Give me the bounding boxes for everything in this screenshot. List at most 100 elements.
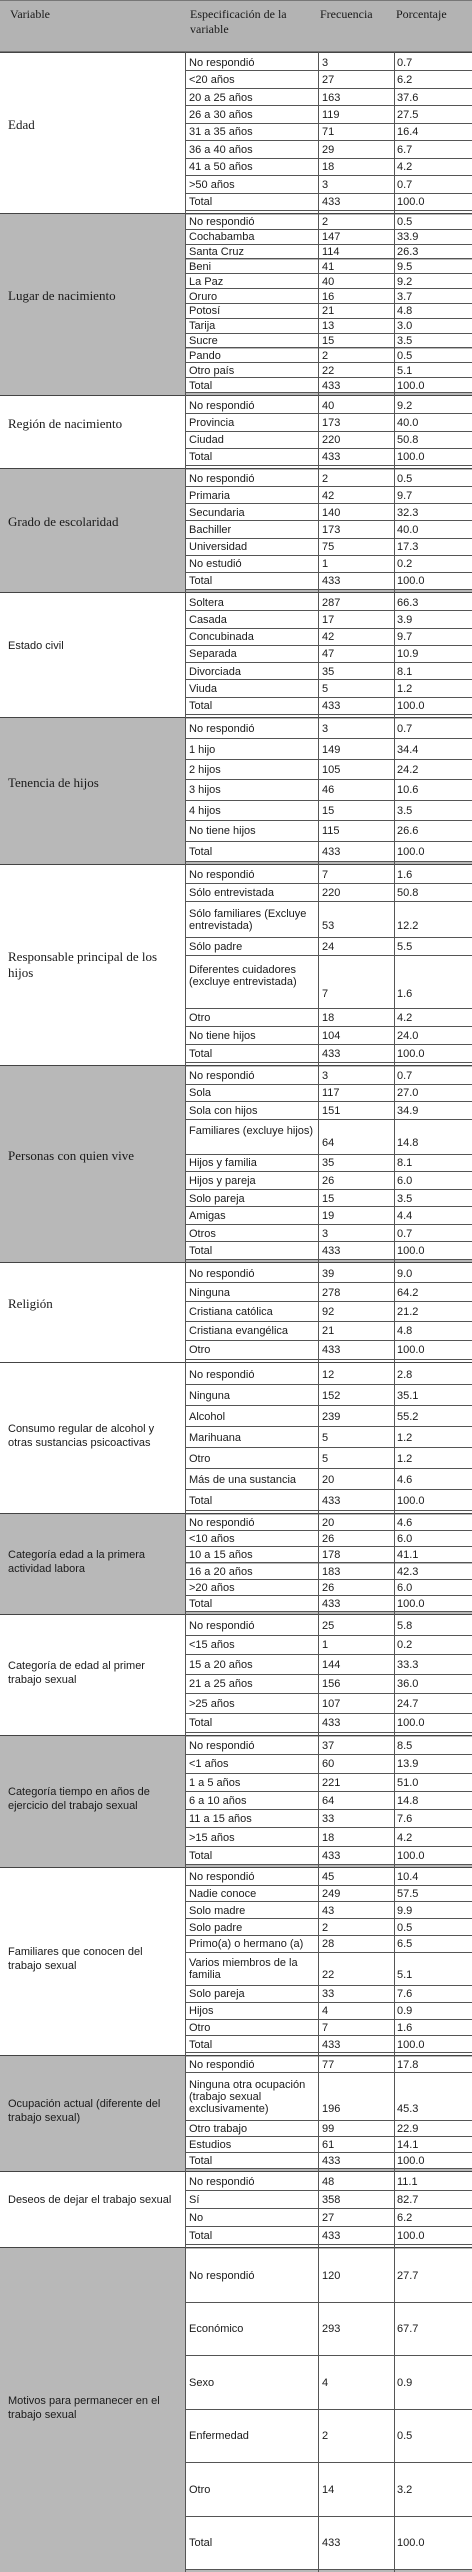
column-rule bbox=[185, 2247, 186, 2572]
cell-especificacion: Provincia bbox=[189, 416, 235, 429]
cell-especificacion: Total bbox=[189, 1245, 213, 1258]
column-rule bbox=[318, 1065, 319, 1262]
column-rule bbox=[394, 52, 395, 213]
cell-especificacion: Estudios bbox=[189, 2139, 232, 2151]
cell-frecuencia: 18 bbox=[322, 161, 335, 174]
cell-porcentaje: 10.9 bbox=[397, 648, 419, 661]
table-row: No respondió 48 11.1 bbox=[185, 2173, 472, 2191]
table-row: Total 433 100.0 bbox=[185, 1846, 472, 1865]
cell-especificacion: Tarija bbox=[189, 320, 216, 333]
variable-group: Familiares que conocen del trabajo sexua… bbox=[0, 1867, 472, 2055]
cell-porcentaje: 17.8 bbox=[397, 2059, 419, 2071]
table-row: 3 hijos 46 10.6 bbox=[185, 780, 472, 801]
table-row: Separada 47 10.9 bbox=[185, 645, 472, 664]
table-row: >20 años 26 6.0 bbox=[185, 1579, 472, 1596]
cell-frecuencia: 33 bbox=[322, 1813, 335, 1826]
cell-porcentaje: 100.0 bbox=[397, 1717, 425, 1730]
cell-especificacion: Total bbox=[189, 1597, 213, 1610]
cell-porcentaje: 8.1 bbox=[397, 1157, 413, 1170]
variable-label: Religión bbox=[8, 1296, 53, 1311]
table-row: Solo pareja 33 7.6 bbox=[185, 1986, 472, 2003]
group-divider bbox=[0, 2055, 472, 2056]
cell-frecuencia: 15 bbox=[322, 335, 335, 348]
table-row: Oruro 16 3.7 bbox=[185, 289, 472, 304]
cell-frecuencia: 433 bbox=[322, 1597, 341, 1610]
cell-especificacion: Separada bbox=[189, 648, 237, 661]
cell-especificacion: Otro bbox=[189, 2483, 211, 2496]
cell-frecuencia: 35 bbox=[322, 1157, 335, 1170]
variable-group: Motivos para permanecer en el trabajo se… bbox=[0, 2247, 472, 2572]
column-rule bbox=[318, 1262, 319, 1362]
cell-especificacion: Familiares (excluye hijos) bbox=[189, 1125, 314, 1138]
cell-porcentaje: 0.9 bbox=[397, 2005, 413, 2018]
table-header: Variable Especificación de la variable F… bbox=[0, 0, 472, 52]
cell-especificacion: Nadie conoce bbox=[189, 1888, 257, 1901]
table-row: Alcohol 239 55.2 bbox=[185, 1406, 472, 1427]
cell-especificacion: 36 a 40 años bbox=[189, 143, 253, 156]
table-row: 10 a 15 años 178 41.1 bbox=[185, 1547, 472, 1564]
cell-porcentaje: 3.2 bbox=[397, 2483, 413, 2496]
cell-porcentaje: 21.2 bbox=[397, 1305, 419, 1318]
cell-frecuencia: 4 bbox=[322, 2005, 329, 2018]
cell-especificacion: Pando bbox=[189, 349, 221, 362]
cell-porcentaje: 36.0 bbox=[397, 1678, 419, 1691]
cell-especificacion: Universidad bbox=[189, 541, 248, 554]
cell-porcentaje: 45.3 bbox=[397, 2103, 419, 2115]
group-divider bbox=[0, 395, 472, 396]
cell-porcentaje: 13.9 bbox=[397, 1758, 419, 1771]
table-row: <1 años 60 13.9 bbox=[185, 1755, 472, 1774]
table-row: Total 433 100.0 bbox=[185, 841, 472, 862]
table-row: Total 433 100.0 bbox=[185, 448, 472, 466]
cell-frecuencia: 2 bbox=[322, 472, 329, 485]
cell-especificacion: Total bbox=[189, 2155, 213, 2167]
table-row: Diferentes cuidadores (excluye entrevist… bbox=[185, 955, 472, 1010]
table-row: Marihuana 5 1.2 bbox=[185, 1427, 472, 1448]
cell-especificacion: Sí bbox=[189, 2194, 200, 2206]
cell-especificacion: 2 hijos bbox=[189, 764, 221, 777]
cell-porcentaje: 4.6 bbox=[397, 1517, 413, 1530]
cell-frecuencia: 220 bbox=[322, 434, 341, 447]
column-rule bbox=[394, 1362, 395, 1513]
column-rule bbox=[394, 1513, 395, 1614]
variable-group: Lugar de nacimiento No respondió 2 0.5 Cocha… bbox=[0, 213, 472, 395]
table-row: Total 433 100.0 bbox=[185, 193, 472, 211]
cell-especificacion: Total bbox=[189, 2038, 213, 2051]
cell-especificacion: Solo padre bbox=[189, 1921, 243, 1934]
cell-porcentaje: 27.5 bbox=[397, 109, 419, 122]
table-row: Hijos y familia 35 8.1 bbox=[185, 1154, 472, 1173]
cell-frecuencia: 433 bbox=[322, 451, 341, 464]
header-frecuencia: Frecuencia bbox=[320, 7, 373, 21]
cell-frecuencia: 17 bbox=[322, 613, 335, 626]
cell-frecuencia: 433 bbox=[322, 1849, 341, 1862]
cell-especificacion: Total bbox=[189, 575, 213, 588]
table-row: Divorciada 35 8.1 bbox=[185, 663, 472, 681]
column-rule bbox=[185, 1513, 186, 1614]
table-row: Otro 5 1.2 bbox=[185, 1448, 472, 1469]
cell-porcentaje: 4.6 bbox=[397, 1473, 413, 1486]
table-row: 21 a 25 años 156 36.0 bbox=[185, 1674, 472, 1694]
cell-porcentaje: 0.7 bbox=[397, 178, 413, 191]
cell-porcentaje: 26.6 bbox=[397, 825, 419, 838]
cell-porcentaje: 37.6 bbox=[397, 91, 419, 104]
cell-especificacion: Diferentes cuidadores (excluye entrevist… bbox=[189, 964, 297, 989]
cell-especificacion: Ninguna otra ocupación (trabajo sexual e… bbox=[189, 2079, 306, 2115]
cell-especificacion: No tiene hijos bbox=[189, 825, 256, 838]
group-divider bbox=[0, 592, 472, 593]
table-row: Amigas 19 4.4 bbox=[185, 1207, 472, 1225]
cell-especificacion: <20 años bbox=[189, 74, 235, 87]
variable-label: Personas con quien vive bbox=[8, 1147, 135, 1163]
cell-porcentaje: 4.4 bbox=[397, 1210, 413, 1223]
cell-frecuencia: 114 bbox=[322, 246, 340, 259]
cell-especificacion: Total bbox=[189, 700, 213, 713]
cell-especificacion: Total bbox=[189, 2537, 213, 2550]
cell-frecuencia: 196 bbox=[322, 2103, 341, 2115]
group-divider bbox=[0, 468, 472, 469]
table-row: 2 hijos 105 24.2 bbox=[185, 759, 472, 781]
cell-especificacion: Otro bbox=[189, 1344, 211, 1357]
cell-frecuencia: 173 bbox=[322, 416, 341, 429]
table-row: Bachiller 173 40.0 bbox=[185, 521, 472, 539]
cell-especificacion: Casada bbox=[189, 613, 227, 626]
cell-especificacion: Cristiana evangélica bbox=[189, 1325, 289, 1338]
cell-frecuencia: 140 bbox=[322, 506, 341, 519]
table-row: Hijos y pareja 26 6.0 bbox=[185, 1172, 472, 1190]
